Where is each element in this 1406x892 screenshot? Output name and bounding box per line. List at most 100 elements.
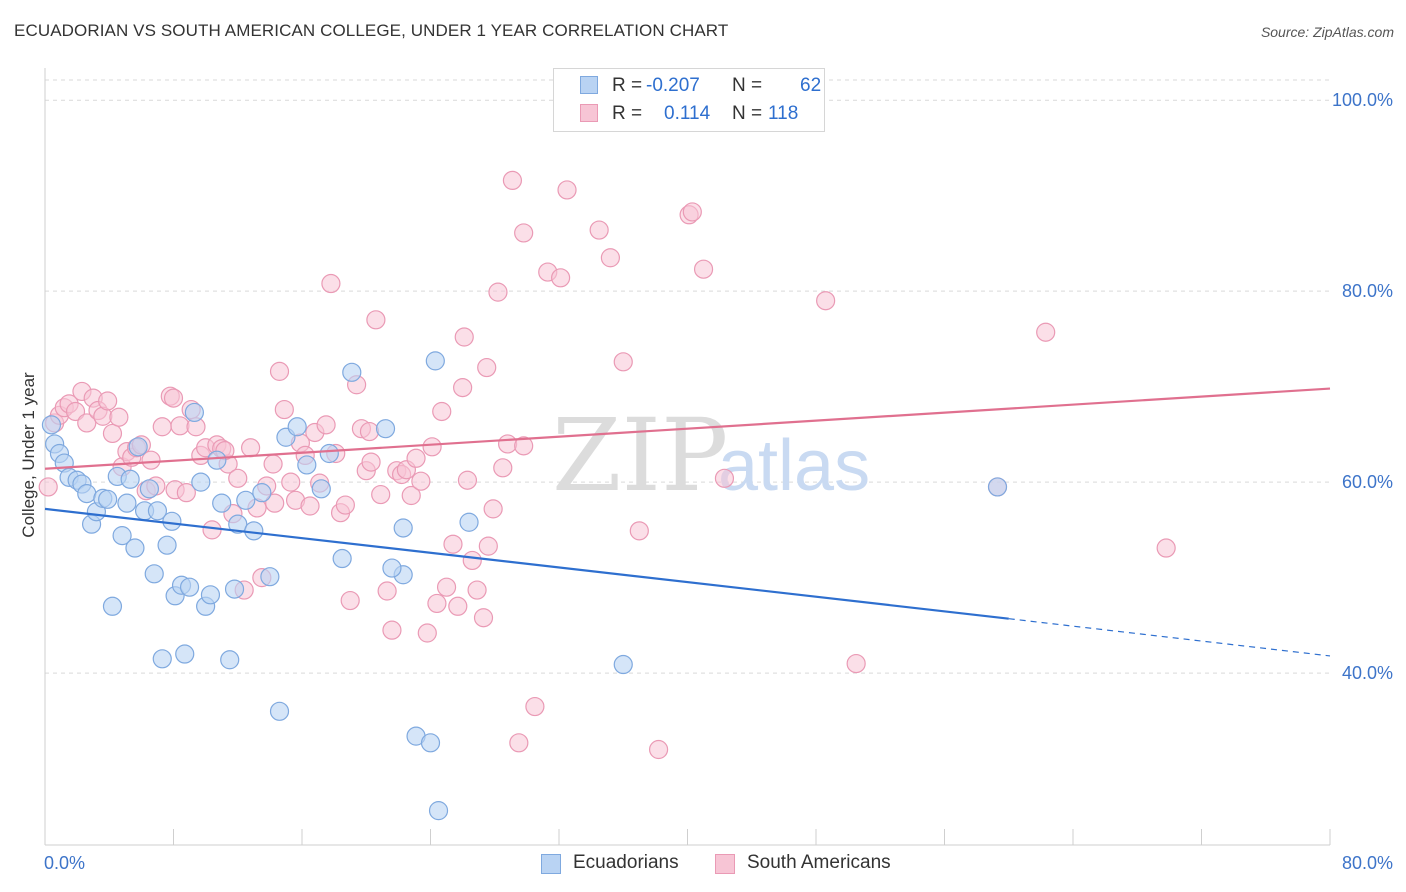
south-americans-point (600, 248, 621, 268)
south-americans-point (65, 401, 86, 422)
south-americans-point (401, 485, 421, 506)
south-americans-point (241, 438, 261, 458)
south-americans-point (557, 180, 577, 200)
ecuadorians-point (375, 419, 396, 439)
n-label: N = (732, 75, 763, 96)
ecuadorians-point (41, 415, 62, 435)
x-tick-label: 0.0% (44, 853, 85, 873)
ecuadorians-point (207, 450, 227, 470)
south-americans-point (483, 499, 503, 519)
ecuadorians-point (179, 577, 200, 597)
south-americans-point (300, 496, 320, 516)
ecuadorians-point (212, 493, 232, 513)
ecuadorians-point (200, 585, 221, 605)
ecuadorians-point (342, 362, 362, 382)
south-americans-point (202, 520, 222, 540)
ecuadorians-swatch (580, 76, 598, 94)
ecuadorians-point (144, 564, 164, 584)
y-axis-label: College, Under 1 year (19, 372, 38, 538)
legend-label-ecuadorians: Ecuadorians (573, 852, 679, 873)
ecuadorians-point (420, 733, 441, 753)
south-americans-point (417, 623, 437, 643)
south-americans-point (274, 399, 294, 420)
south-americans-point (163, 388, 184, 408)
south-americans-point (340, 590, 360, 611)
ecuadorians-point (98, 489, 118, 509)
ecuadorians-point (117, 493, 137, 513)
ecuadorians-point (332, 548, 352, 569)
south-americans-point (263, 454, 283, 474)
south-americans-point (629, 521, 649, 541)
ecuadorians-point (220, 650, 240, 670)
south-americans-point (38, 477, 58, 497)
ecuadorians-point (224, 579, 245, 599)
south-americans-point (462, 550, 482, 571)
ecuadorians-point (613, 654, 633, 675)
south-americans-trend-line (44, 387, 1331, 470)
south-americans-point (613, 352, 633, 372)
legend-label-south-americans: South Americans (747, 852, 891, 873)
south-americans-point (427, 593, 447, 614)
south-americans-point (525, 696, 545, 717)
ecuadorians-point (459, 512, 479, 532)
south-americans-point (514, 436, 534, 456)
south-americans-point (454, 327, 474, 347)
south-americans-point (502, 170, 523, 191)
south-americans-point (432, 401, 452, 422)
south-americans-point (436, 577, 457, 597)
ecuadorians-point (382, 558, 402, 578)
n-value: 62 (800, 75, 822, 96)
n-value: 118 (768, 103, 799, 124)
south-americans-point (453, 378, 473, 398)
ecuadorians-point (162, 511, 182, 531)
south-americans-point (361, 452, 381, 472)
ecuadorians-point (244, 521, 264, 541)
south-americans-point (98, 391, 118, 411)
south-americans-point (366, 310, 386, 330)
south-americans-point (411, 471, 431, 491)
stats-legend: R = -0.207 N = 62 R = 0.114 N = 118 (553, 68, 825, 132)
south-americans-point (477, 357, 497, 378)
ecuadorians-point (228, 514, 248, 534)
south-americans-point (1156, 538, 1176, 558)
south-americans-point (714, 468, 735, 488)
ecuadorians-point (287, 417, 307, 437)
south-americans-point (1036, 322, 1056, 342)
y-tick-labels: 40.0% 60.0% 80.0% 100.0% (1332, 90, 1393, 683)
ecuadorians-point (125, 538, 145, 558)
south-americans-point (493, 458, 513, 478)
south-americans-point (265, 493, 285, 513)
n-label: N = (732, 103, 763, 124)
south-americans-point (457, 470, 478, 490)
south-americans-point (377, 581, 397, 601)
trend-lines (44, 387, 1331, 657)
ecuadorians-point (425, 351, 445, 371)
ecuadorians-point (428, 801, 449, 821)
ecuadorians-point (319, 443, 339, 464)
ecuadorians-points (41, 351, 1008, 821)
ecuadorians-point (252, 483, 272, 503)
ecuadorians-point (128, 437, 148, 457)
ecuadorians-point (112, 526, 132, 546)
x-tick-label: 80.0% (1342, 853, 1393, 873)
south-americans-point (448, 596, 468, 616)
watermark-atlas: atlas (718, 426, 870, 506)
south-americans-point (77, 413, 97, 433)
source-note: Source: ZipAtlas.com (1260, 24, 1394, 40)
south-americans-point (551, 268, 571, 288)
south-americans-point (321, 273, 341, 294)
south-americans-point (467, 580, 487, 600)
south-americans-point (488, 282, 508, 302)
ecuadorians-point (260, 567, 280, 587)
south-americans-point (316, 415, 336, 435)
south-americans-point (269, 361, 290, 381)
ecuadorians-point (102, 596, 123, 616)
y-tick-label: 100.0% (1332, 90, 1393, 110)
south-americans-swatch (580, 104, 598, 122)
south-americans-point (281, 472, 301, 492)
y-tick-label: 60.0% (1342, 472, 1393, 492)
ecuadorians-point (987, 477, 1008, 497)
south-americans-point (473, 608, 494, 628)
ecuadorians-point (393, 518, 413, 538)
axes (44, 68, 1331, 846)
